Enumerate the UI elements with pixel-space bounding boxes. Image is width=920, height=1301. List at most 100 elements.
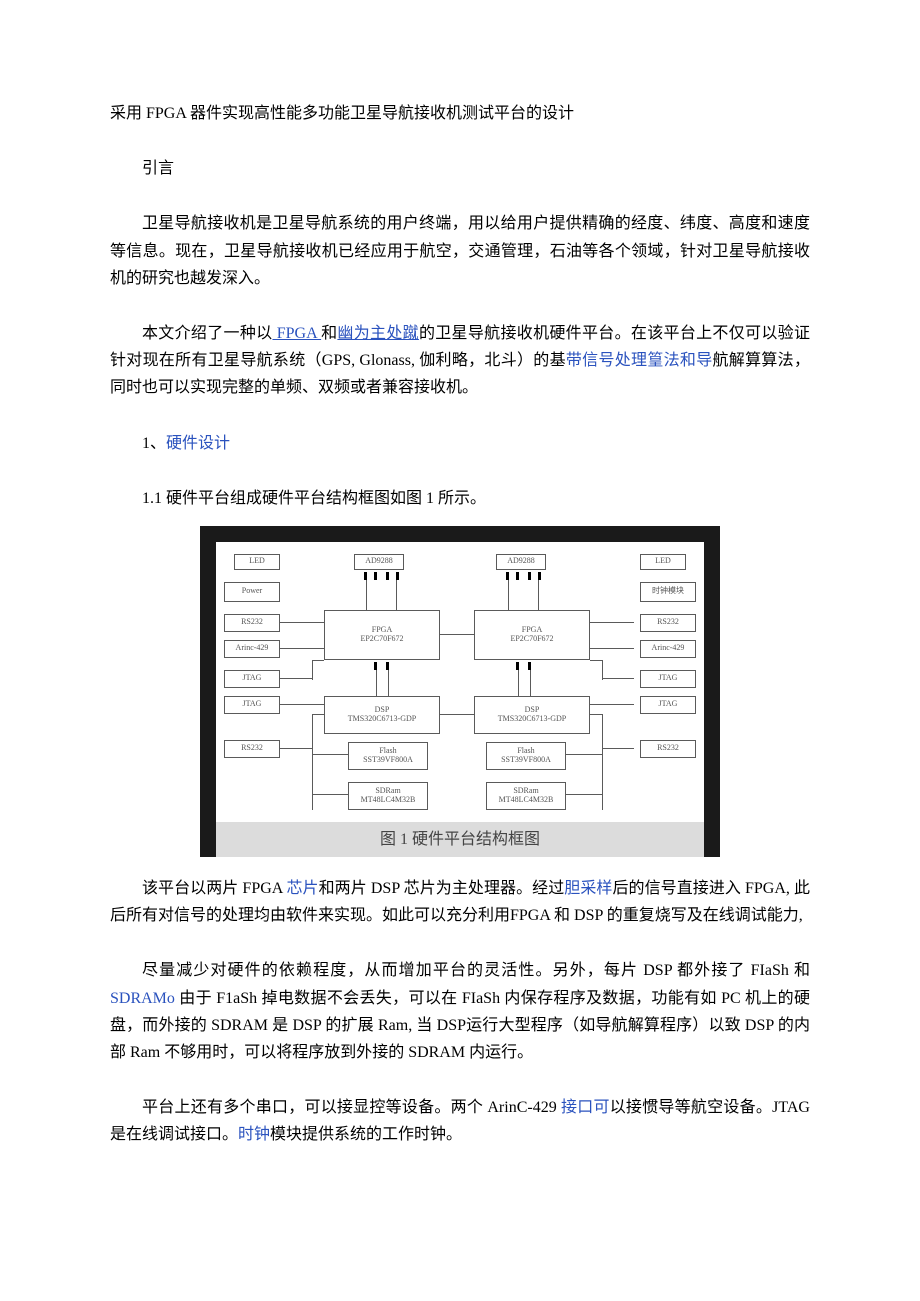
connector-line (280, 622, 324, 623)
pin-icon (516, 572, 519, 580)
document-page: 采用 FPGA 器件实现高性能多功能卫星导航接收机测试平台的设计 引言 卫星导航… (0, 0, 920, 1237)
connector-line (376, 670, 377, 696)
heading-hardware: 1、硬件设计 (110, 430, 810, 457)
box-arinc-right: Arinc-429 (640, 640, 696, 658)
paragraph-intro-2: 本文介绍了一种以 FPGA 和幽为主处蹴的卫星导航接收机硬件平台。在该平台上不仅… (110, 320, 810, 402)
link-hardware-design[interactable]: 硬件设计 (166, 435, 230, 452)
box-jtag-right-b: JTAG (640, 696, 696, 714)
pin-icon (506, 572, 509, 580)
text: 和两片 DSP 芯片为主处理器。经过 (319, 880, 565, 897)
text: 本文介绍了一种以 (142, 325, 272, 342)
connector-line (590, 714, 602, 715)
pin-icon (528, 572, 531, 580)
connector-line (280, 704, 324, 705)
connector-line (602, 714, 603, 810)
connector-line (388, 670, 389, 696)
link-chip[interactable]: 芯片 (287, 880, 319, 897)
paragraph-hw-1: 1.1 硬件平台组成硬件平台结构框图如图 1 所示。 (110, 485, 810, 512)
pin-icon (364, 572, 367, 580)
paragraph-intro-1: 卫星导航接收机是卫星导航系统的用户终端，用以给用户提供精确的经度、纬度、高度和速… (110, 210, 810, 292)
box-jtag-right-a: JTAG (640, 670, 696, 688)
connector-line (530, 670, 531, 696)
connector-line (602, 748, 634, 749)
connector-line (602, 678, 634, 679)
text: 该平台以两片 FPGA (142, 880, 287, 897)
box-dsp-left: DSP TMS320C6713-GDP (324, 696, 440, 734)
connector-line (518, 670, 519, 696)
connector-line (312, 714, 313, 810)
text: 和 (321, 325, 337, 342)
box-flash-left: Flash SST39VF800A (348, 742, 428, 770)
text: 平台上还有多个串口，可以接显控等设备。两个 ArinC-429 (142, 1099, 561, 1116)
box-fpga-right: FPGA EP2C70F672 (474, 610, 590, 660)
box-rs232-right-a: RS232 (640, 614, 696, 632)
link-sampling[interactable]: 胆采样 (564, 880, 612, 897)
box-ad9288-left: AD9288 (354, 554, 404, 570)
connector-line (590, 660, 602, 661)
connector-line (312, 794, 348, 795)
text: 模块提供系统的工作时钟。 (270, 1126, 462, 1143)
link-fpga[interactable]: FPGA (272, 325, 321, 342)
connector-line (312, 660, 324, 661)
pin-icon (374, 662, 377, 670)
paragraph-after-1: 该平台以两片 FPGA 芯片和两片 DSP 芯片为主处理器。经过胆采样后的信号直… (110, 875, 810, 929)
connector-line (590, 622, 634, 623)
text: SST39VF800A (363, 756, 413, 765)
text: EP2C70F672 (510, 635, 553, 644)
pin-icon (374, 572, 377, 580)
connector-line (312, 714, 324, 715)
connector-line (508, 580, 509, 610)
text: 由于 F1aSh 掉电数据不会丢失，可以在 FIaSh 内保存程序及数据，功能有… (110, 990, 810, 1061)
connector-line (566, 754, 602, 755)
link-baseband-algorithm[interactable]: 带信号处理篁法和导 (566, 352, 713, 369)
text: 1、 (142, 435, 166, 452)
pin-icon (538, 572, 541, 580)
link-interface[interactable]: 接口可 (561, 1099, 610, 1116)
box-flash-right: Flash SST39VF800A (486, 742, 566, 770)
link-sdram[interactable]: SDRAMo (110, 990, 179, 1007)
connector-line (602, 660, 603, 680)
pin-icon (528, 662, 531, 670)
box-rs232-right-b: RS232 (640, 740, 696, 758)
box-arinc-left: Arinc-429 (224, 640, 280, 658)
box-ad9288-right: AD9288 (496, 554, 546, 570)
box-jtag-left-b: JTAG (224, 696, 280, 714)
connector-line (280, 678, 312, 679)
connector-line (440, 634, 474, 635)
box-clock: 时钟模块 (640, 582, 696, 602)
connector-line (312, 660, 313, 680)
text: TMS320C6713-GDP (348, 715, 416, 724)
connector-line (366, 580, 367, 610)
connector-line (566, 794, 602, 795)
connector-line (538, 580, 539, 610)
text: EP2C70F672 (360, 635, 403, 644)
text: MT48LC4M32B (361, 796, 416, 805)
connector-line (590, 648, 634, 649)
pin-icon (386, 662, 389, 670)
box-rs232-left-b: RS232 (224, 740, 280, 758)
connector-line (312, 754, 348, 755)
paragraph-after-3: 平台上还有多个串口，可以接显控等设备。两个 ArinC-429 接口可以接惯导等… (110, 1094, 810, 1148)
pin-icon (396, 572, 399, 580)
box-jtag-left-a: JTAG (224, 670, 280, 688)
text: SST39VF800A (501, 756, 551, 765)
text: TMS320C6713-GDP (498, 715, 566, 724)
connector-line (280, 648, 324, 649)
link-dsp[interactable]: 幽为主处蹴 (337, 325, 419, 342)
connector-line (280, 748, 312, 749)
box-power: Power (224, 582, 280, 602)
box-rs232-left-a: RS232 (224, 614, 280, 632)
box-led-right: LED (640, 554, 686, 570)
text: MT48LC4M32B (499, 796, 554, 805)
document-title: 采用 FPGA 器件实现高性能多功能卫星导航接收机测试平台的设计 (110, 100, 810, 127)
figure-1: LED Power RS232 Arinc-429 JTAG JTAG RS23… (200, 526, 720, 857)
diagram-canvas: LED Power RS232 Arinc-429 JTAG JTAG RS23… (216, 542, 704, 822)
box-fpga-left: FPGA EP2C70F672 (324, 610, 440, 660)
pin-icon (386, 572, 389, 580)
connector-line (590, 704, 634, 705)
connector-line (396, 580, 397, 610)
link-clock[interactable]: 时钟 (238, 1126, 270, 1143)
pin-icon (516, 662, 519, 670)
text: 尽量减少对硬件的依赖程度，从而增加平台的灵活性。另外，每片 DSP 都外接了 F… (142, 962, 810, 979)
connector-line (440, 714, 474, 715)
